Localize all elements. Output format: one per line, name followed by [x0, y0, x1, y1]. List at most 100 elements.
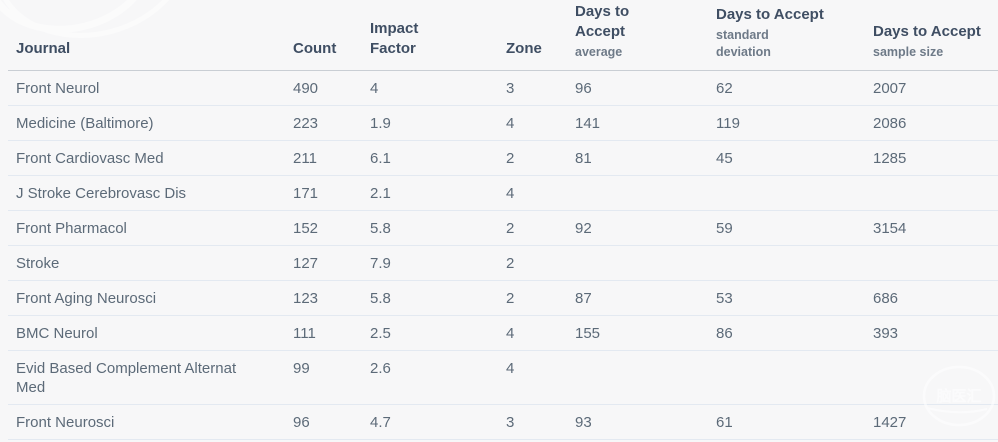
cell-days-n: 2086 — [873, 105, 998, 141]
col-header-label: Count — [293, 39, 337, 57]
cell-journal: Evid Based Complement Alternat Med — [8, 350, 293, 405]
journal-stats-panel: Journal Count Impact Factor Zone Days to… — [8, 0, 998, 440]
col-header-impact-factor: Impact Factor — [370, 0, 506, 71]
cell-days-avg — [575, 245, 716, 281]
cell-days-avg: 92 — [575, 210, 716, 246]
col-header-sub: average — [575, 44, 623, 59]
cell-impact-factor: 5.8 — [370, 210, 506, 246]
cell-impact-factor: 2.6 — [370, 350, 506, 405]
cell-impact-factor: 2.1 — [370, 175, 506, 211]
cell-zone: 3 — [506, 70, 575, 106]
col-header-days-average: Days to Accept average — [575, 0, 716, 71]
cell-count: 490 — [293, 70, 370, 106]
cell-days-std: 119 — [716, 105, 873, 141]
cell-days-n: 2007 — [873, 70, 998, 106]
cell-days-n: 393 — [873, 315, 998, 351]
cell-impact-factor: 4 — [370, 70, 506, 106]
col-header-journal: Journal — [8, 0, 293, 71]
cell-count: 123 — [293, 280, 370, 316]
table-row: Front Aging Neurosci 123 5.8 2 87 53 686 — [8, 280, 998, 316]
col-header-days-sample-size: Days to Accept sample size — [873, 0, 998, 71]
cell-journal: Front Neurosci — [8, 404, 293, 440]
cell-journal: J Stroke Cerebrovasc Dis — [8, 175, 293, 211]
col-header-count: Count — [293, 0, 370, 71]
cell-days-avg: 155 — [575, 315, 716, 351]
cell-days-avg — [575, 350, 716, 405]
table-row: Front Neurol 490 4 3 96 62 2007 — [8, 70, 998, 106]
cell-impact-factor: 1.9 — [370, 105, 506, 141]
col-header-sub: standard deviation — [716, 27, 771, 59]
cell-days-avg — [575, 175, 716, 211]
cell-days-std: 59 — [716, 210, 873, 246]
cell-zone: 2 — [506, 245, 575, 281]
journal-stats-table: Journal Count Impact Factor Zone Days to… — [8, 0, 998, 440]
cell-days-n — [873, 350, 998, 405]
col-header-label: Days to Accept — [716, 5, 824, 23]
cell-days-std: 45 — [716, 140, 873, 176]
cell-count: 223 — [293, 105, 370, 141]
cell-days-avg: 141 — [575, 105, 716, 141]
col-header-label: Journal — [16, 39, 71, 57]
cell-impact-factor: 4.7 — [370, 404, 506, 440]
cell-journal: Medicine (Baltimore) — [8, 105, 293, 141]
table-row: Front Cardiovasc Med 211 6.1 2 81 45 128… — [8, 140, 998, 176]
cell-impact-factor: 7.9 — [370, 245, 506, 281]
cell-zone: 2 — [506, 140, 575, 176]
cell-days-std: 53 — [716, 280, 873, 316]
cell-count: 211 — [293, 140, 370, 176]
cell-zone: 4 — [506, 175, 575, 211]
cell-zone: 3 — [506, 404, 575, 440]
cell-days-std: 61 — [716, 404, 873, 440]
cell-journal: Front Aging Neurosci — [8, 280, 293, 316]
cell-impact-factor: 2.5 — [370, 315, 506, 351]
table-row: Stroke 127 7.9 2 — [8, 245, 998, 281]
cell-journal: Stroke — [8, 245, 293, 281]
col-header-label: Zone — [506, 39, 542, 57]
cell-days-std — [716, 245, 873, 281]
cell-journal: BMC Neurol — [8, 315, 293, 351]
cell-count: 111 — [293, 315, 370, 351]
cell-zone: 4 — [506, 105, 575, 141]
cell-days-avg: 96 — [575, 70, 716, 106]
cell-impact-factor: 5.8 — [370, 280, 506, 316]
cell-count: 152 — [293, 210, 370, 246]
table-row: Front Pharmacol 152 5.8 2 92 59 3154 — [8, 210, 998, 246]
cell-days-std: 86 — [716, 315, 873, 351]
table-row: Front Neurosci 96 4.7 3 93 61 1427 — [8, 404, 998, 440]
header-row: Journal Count Impact Factor Zone Days to… — [8, 0, 998, 71]
cell-count: 171 — [293, 175, 370, 211]
cell-journal: Front Neurol — [8, 70, 293, 106]
table-row: BMC Neurol 111 2.5 4 155 86 393 — [8, 315, 998, 351]
cell-days-std — [716, 175, 873, 211]
cell-days-n — [873, 245, 998, 281]
cell-zone: 2 — [506, 280, 575, 316]
cell-journal: Front Cardiovasc Med — [8, 140, 293, 176]
cell-days-n: 1285 — [873, 140, 998, 176]
col-header-zone: Zone — [506, 0, 575, 71]
cell-zone: 2 — [506, 210, 575, 246]
cell-impact-factor: 6.1 — [370, 140, 506, 176]
col-header-sub: sample size — [873, 44, 944, 59]
cell-zone: 4 — [506, 350, 575, 405]
cell-count: 96 — [293, 404, 370, 440]
col-header-days-std-deviation: Days to Accept standard deviation — [716, 0, 873, 71]
cell-days-avg: 87 — [575, 280, 716, 316]
cell-days-n: 3154 — [873, 210, 998, 246]
table-row: Evid Based Complement Alternat Med 99 2.… — [8, 350, 998, 405]
cell-days-std — [716, 350, 873, 405]
cell-days-n: 686 — [873, 280, 998, 316]
table-row: J Stroke Cerebrovasc Dis 171 2.1 4 — [8, 175, 998, 211]
cell-journal: Front Pharmacol — [8, 210, 293, 246]
cell-days-avg: 81 — [575, 140, 716, 176]
col-header-label: Days to Accept — [575, 2, 630, 40]
cell-days-std: 62 — [716, 70, 873, 106]
cell-days-avg: 93 — [575, 404, 716, 440]
col-header-label: Days to Accept — [873, 22, 981, 40]
cell-count: 99 — [293, 350, 370, 405]
cell-days-n — [873, 175, 998, 211]
table-row: Medicine (Baltimore) 223 1.9 4 141 119 2… — [8, 105, 998, 141]
cell-zone: 4 — [506, 315, 575, 351]
cell-count: 127 — [293, 245, 370, 281]
cell-days-n: 1427 — [873, 404, 998, 440]
col-header-label: Impact Factor — [370, 19, 419, 57]
